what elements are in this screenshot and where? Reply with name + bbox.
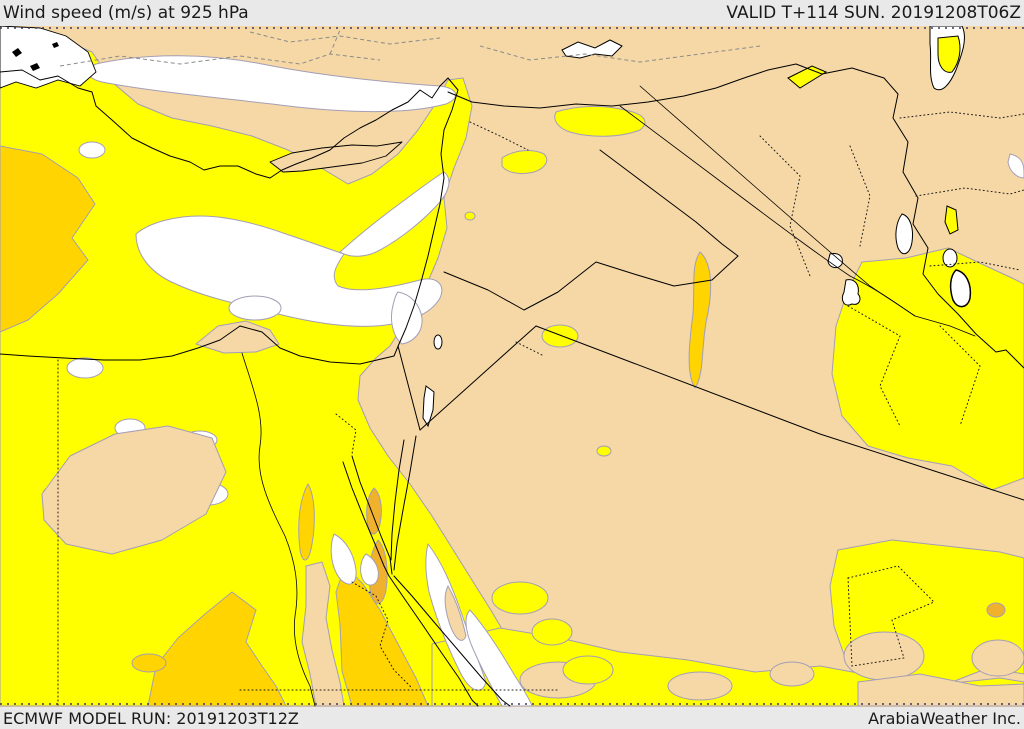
admin-borders-dotted: [57, 111, 1024, 707]
small-lake: [841, 279, 861, 306]
redsea-arabia-coast: [393, 575, 511, 707]
jordan-saudi-border: [419, 325, 537, 431]
levant-coast: [393, 77, 459, 357]
branding-label: ArabiaWeather Inc.: [868, 708, 1021, 728]
yellow-dot: [596, 445, 612, 457]
gulf-aqaba-east: [393, 435, 417, 571]
ataturk-lake: [561, 39, 623, 59]
nile-valley-strip: [301, 561, 345, 707]
yellow-syria-small: [501, 150, 548, 175]
yellow-dot: [541, 324, 579, 348]
sea-of-galilee: [433, 334, 443, 350]
footer-bar: ECMWF MODEL RUN: 20191203T12Z ArabiaWeat…: [0, 707, 1024, 729]
model-run-label: ECMWF MODEL RUN: 20191203T12Z: [3, 708, 299, 728]
tan-bottom-right-band: [857, 673, 1024, 707]
tan-blob: [843, 631, 925, 681]
cyprus-island: [269, 141, 403, 173]
white-aegean-marmara: [0, 26, 97, 89]
white-spot: [228, 295, 282, 321]
gulf-suez-west: [342, 461, 390, 577]
valid-time-label: VALID T+114 SUN. 20191208T06Z: [726, 3, 1021, 23]
tan-blob: [971, 639, 1024, 677]
yellow-small-patches: [464, 105, 646, 685]
saudi-iraq-border: [535, 325, 1024, 501]
turkey-admin-dashed: [59, 29, 761, 67]
white-redsea-east: [465, 609, 533, 707]
tan-blob: [769, 661, 815, 687]
aegean-islands: [12, 42, 59, 71]
tan-blob: [667, 671, 733, 701]
lake-urmia-yellow: [937, 35, 961, 73]
map-edge-dotted: [0, 27, 1024, 705]
wind-speed-map: [0, 26, 1024, 707]
land-patches: [41, 141, 1024, 707]
orange-aqaba-1: [366, 487, 382, 535]
small-lake: [827, 253, 843, 269]
gold-aegean: [0, 145, 96, 333]
coastlines: [0, 69, 1024, 707]
gold-small-oval: [131, 653, 167, 673]
white-spot: [66, 357, 104, 379]
lakes: [422, 26, 972, 428]
iran-border: [883, 77, 1007, 353]
redsea-coast-strip: [444, 585, 467, 641]
yellow-blob-saudi: [491, 581, 549, 615]
nile-delta: [195, 320, 280, 354]
yellow-north-syria: [554, 105, 646, 137]
gulf-aqaba-west: [390, 439, 405, 561]
white-egypt-blob: [330, 533, 357, 585]
map-area: [0, 26, 1024, 707]
israel-egypt-border: [397, 345, 421, 431]
white-spot: [78, 141, 106, 159]
tharthar-lake: [895, 213, 913, 255]
yellow-blob-saudi: [562, 655, 614, 685]
white-east-of-cyprus-arm: [339, 171, 450, 257]
yellow-dot: [464, 211, 476, 221]
wind-band-gold: [0, 145, 712, 707]
nile-river: [241, 352, 316, 707]
turkey-south-coast: [0, 69, 449, 179]
yellow-south-iraq: [831, 247, 1024, 491]
razzaza-lake: [949, 269, 972, 308]
jordan-north-border: [443, 255, 739, 311]
map-title: Wind speed (m/s) at 925 hPa: [3, 3, 249, 23]
white-right-edge: [1007, 153, 1024, 179]
gulf-suez-east: [351, 455, 393, 575]
iraq-yellow-sliver: [944, 205, 959, 235]
turkey-syria-border: [447, 63, 885, 109]
redsea-africa-coast: [388, 575, 479, 707]
habbaniyah-lake: [942, 248, 958, 268]
africa-med-coast: [0, 325, 395, 365]
white-sinai-tip: [360, 553, 379, 586]
tigris-river: [639, 85, 976, 337]
gulf-head-coast: [1005, 349, 1024, 369]
gold-sinai-strip: [298, 483, 315, 561]
dead-sea: [422, 385, 435, 428]
header-bar: Wind speed (m/s) at 925 hPa VALID T+114 …: [0, 0, 1024, 26]
country-borders: [397, 63, 1024, 501]
yellow-blob-saudi: [531, 618, 573, 646]
northwest-egypt-patch: [41, 425, 227, 555]
syria-iraq-border: [599, 149, 739, 257]
gold-south-egypt-west: [147, 591, 287, 707]
orange-dot-southeast: [986, 602, 1006, 618]
gold-jordan-strip: [688, 251, 712, 389]
white-north-turkey-band: [87, 55, 456, 113]
